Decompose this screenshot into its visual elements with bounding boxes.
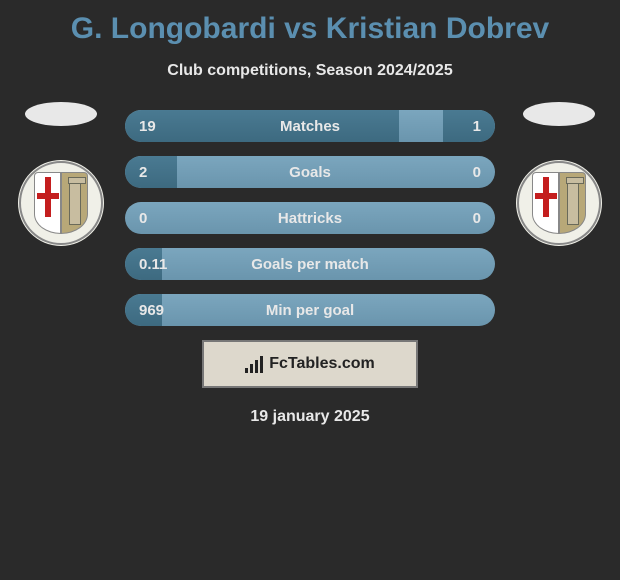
club-crest-right <box>516 160 602 246</box>
comparison-area: 19 Matches 1 2 Goals 0 0 Hattricks 0 0.1… <box>0 110 620 426</box>
stat-label: Matches <box>125 118 495 135</box>
date-label: 19 january 2025 <box>0 408 620 426</box>
stat-row: 0.11 Goals per match <box>125 248 495 280</box>
page-title: G. Longobardi vs Kristian Dobrev <box>0 0 620 46</box>
stat-right-value: 0 <box>473 164 481 181</box>
stat-label: Goals per match <box>125 256 495 273</box>
branding-badge: FcTables.com <box>202 340 418 388</box>
stat-row: 2 Goals 0 <box>125 156 495 188</box>
stat-row: 969 Min per goal <box>125 294 495 326</box>
stat-row: 0 Hattricks 0 <box>125 202 495 234</box>
player-left-avatar <box>25 102 97 126</box>
stat-row: 19 Matches 1 <box>125 110 495 142</box>
stat-right-value: 0 <box>473 210 481 227</box>
player-right-avatar <box>523 102 595 126</box>
stat-label: Min per goal <box>125 302 495 319</box>
club-crest-left <box>18 160 104 246</box>
stat-label: Hattricks <box>125 210 495 227</box>
stat-right-value: 1 <box>473 118 481 135</box>
chart-icon <box>245 355 263 373</box>
branding-text: FcTables.com <box>269 355 375 373</box>
subtitle: Club competitions, Season 2024/2025 <box>0 62 620 80</box>
stats-bars: 19 Matches 1 2 Goals 0 0 Hattricks 0 0.1… <box>125 110 495 326</box>
stat-label: Goals <box>125 164 495 181</box>
